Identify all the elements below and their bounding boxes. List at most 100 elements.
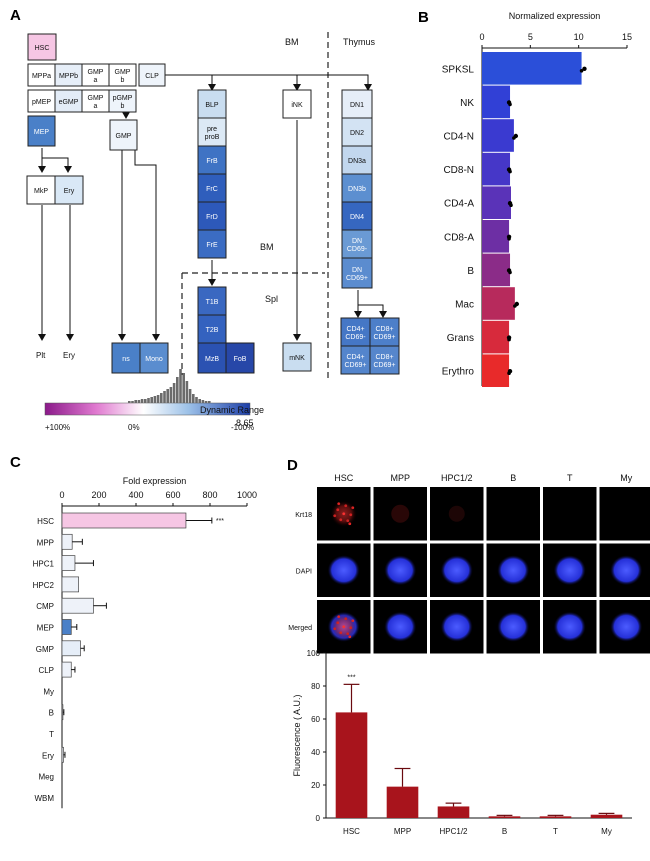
micrograph-krt18-mpp (373, 487, 427, 541)
tree-node-label: GMP (88, 95, 104, 102)
chart-c-bar-mep (61, 619, 72, 635)
chart-b-bar-nk (482, 85, 511, 119)
micrograph-row-label: DAPI (296, 568, 312, 575)
chart-b-bar-spksl (482, 52, 582, 85)
chart-c-xtick: 1000 (237, 490, 257, 500)
tree-node-label: DN (352, 267, 362, 274)
region-bm2-label: BM (260, 242, 274, 252)
panel-label-a: A (10, 7, 21, 24)
micrograph-column-label: MPP (390, 473, 410, 483)
tree-node-label: pre (207, 126, 217, 133)
tree-node-label: DN (352, 238, 362, 245)
chart-c-category-label: CMP (36, 602, 54, 611)
micrograph-row-label: Krt18 (295, 512, 312, 519)
legend-tick-right: -100% (231, 423, 254, 432)
tree-node-label: MPPa (32, 73, 51, 80)
tree-node-label: GMP (88, 69, 104, 76)
tree-node-hsc: HSC (27, 33, 57, 61)
micrograph-krt18-b (486, 487, 540, 541)
tree-node-mep: MEP (27, 115, 56, 147)
legend-tick-mid: 0% (128, 423, 140, 432)
chart-c-bar-ery (61, 746, 64, 763)
micrograph-krt18-my (599, 487, 650, 541)
chart-c-category-label: WBM (34, 794, 54, 803)
chart-b-point (579, 69, 584, 73)
tree-node-label: HSC (35, 45, 50, 52)
tree-node-mppb: MPPb (54, 63, 83, 87)
chart-c-category-label: HSC (37, 517, 54, 526)
chart-b-bar-cd8-a (482, 220, 510, 253)
chart-d-category-label: B (502, 827, 507, 836)
tree-node-dn3a: DN3a (341, 145, 373, 175)
chart-d-category-label: MPP (394, 827, 411, 836)
micrograph-dapi-my (599, 543, 650, 597)
tree-node-label: DN3b (348, 186, 366, 193)
tree-node-label: CD8+ (375, 326, 393, 333)
tree-node-label: BLP (205, 102, 219, 109)
chart-c-category-label: MPP (37, 538, 54, 547)
chart-d-ylabel: Fluorescence ( A.U.) (292, 694, 302, 776)
chart-b-category-label: CD8-A (444, 232, 474, 243)
chart-b-bar-erythro (482, 354, 510, 387)
micrograph-dapi-hsc (317, 543, 371, 597)
micrograph-dapi-b (486, 543, 540, 597)
chart-b-category-label: CD4-A (444, 199, 474, 210)
colorbar-histogram (128, 369, 211, 403)
tree-node-blp: BLP (197, 89, 227, 119)
chart-b-category-label: CD4-N (443, 132, 474, 143)
tree-node-label: MkP (34, 188, 48, 195)
tree-node-t1b: T1B (197, 286, 227, 316)
chart-b-category-label: B (467, 266, 474, 277)
tree-node-label: eGMP (59, 99, 79, 106)
tree-node-label: GMP (115, 69, 131, 76)
tree-node-label: CD8+ (375, 354, 393, 361)
chart-b-bar-cd4-n (482, 119, 514, 152)
micrograph-dapi-mpp (373, 543, 427, 597)
tree-node-label: ns (122, 356, 130, 363)
tree-node-label: b (121, 103, 125, 110)
tree-node-label: CLP (145, 73, 159, 80)
tree-node-label: FrD (206, 214, 218, 221)
terminal-plt: Plt (36, 351, 46, 360)
chart-c-category-label: HPC1 (33, 560, 55, 569)
chart-c-significance: *** (216, 518, 224, 525)
tree-node-t2b: T2B (197, 314, 227, 344)
chart-d-ytick: 60 (311, 715, 320, 724)
tree-node-mzb: MzB (197, 342, 227, 374)
chart-b-bar-cd8-n (482, 152, 511, 186)
chart-b-bar-cd4-a (482, 186, 511, 219)
tree-node-cd4-cd69: CD4+CD69+ (340, 345, 371, 375)
chart-c: Fold expression 0 200 400 600 800 1000 HSC MPP HP… (33, 476, 257, 809)
micrograph-dapi-hpc1-2 (430, 543, 484, 597)
chart-d-ytick: 20 (311, 781, 320, 790)
chart-b: Normalized expression 0 5 10 15 SPKSL NK CD4-N C… (442, 11, 632, 387)
tree-node-label: proB (205, 134, 220, 141)
chart-c-category-label: MEP (37, 624, 54, 633)
chart-c-category-label: Ery (42, 751, 54, 760)
chart-c-bar-clp (61, 661, 72, 678)
tree-node-label: CD69+ (345, 362, 367, 369)
tree-node-label: pGMP (113, 95, 133, 102)
chart-b-point (507, 337, 511, 342)
tree-node-label: a (94, 77, 98, 84)
micrograph-column-label: HSC (334, 473, 354, 483)
chart-d-bar-hpc1-2 (437, 806, 470, 818)
micrograph-merged-b (486, 600, 540, 654)
micrograph-krt18-hsc (317, 487, 371, 541)
micrograph-column-label: HPC1/2 (441, 473, 473, 483)
micrograph-merged-mpp (373, 600, 427, 654)
chart-b-xtick: 15 (622, 32, 632, 42)
panel-label-c: C (10, 454, 21, 471)
tree-node-label: pMEP (32, 99, 51, 106)
chart-d-bar-mpp (386, 786, 419, 818)
chart-d-ytick: 80 (311, 682, 320, 691)
tree-node-label: DN3a (348, 158, 366, 165)
chart-b-category-label: NK (460, 98, 474, 109)
tree-node-dn4: DN4 (341, 201, 373, 231)
